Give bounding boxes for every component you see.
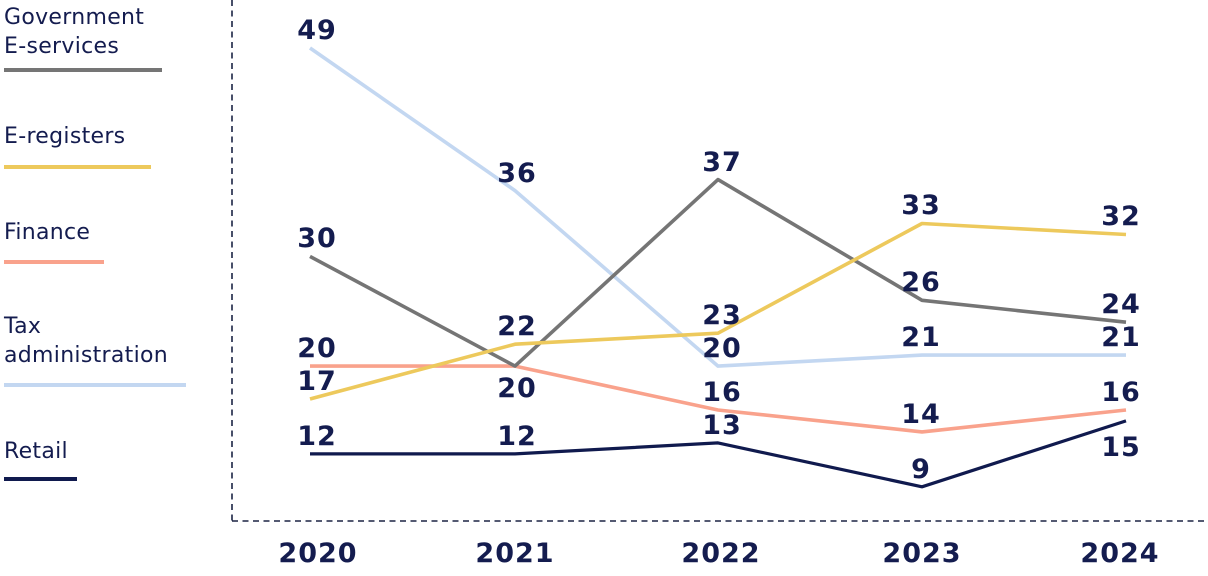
legend-label: Tax [4, 314, 42, 339]
legend-swatch-e-registers [4, 165, 151, 169]
legend-label: administration [4, 343, 169, 368]
legend-label: E-services [4, 34, 120, 59]
legend-label: Retail [4, 439, 68, 464]
series-line-e-registers [309, 221, 1127, 401]
legend-item-government-e-services: Government E-services [4, 3, 144, 61]
legend-label: Finance [4, 220, 91, 245]
legend-item-retail: Retail [4, 437, 68, 466]
legend-item-e-registers: E-registers [4, 122, 125, 151]
legend-swatch-tax-administration [4, 383, 186, 387]
legend-item-tax-administration: Tax administration [4, 312, 168, 370]
legend-label: E-registers [4, 124, 126, 149]
legend-label: Government [4, 5, 145, 30]
series-line-finance [310, 364, 1127, 434]
legend-item-finance: Finance [4, 218, 90, 247]
legend-swatch-government-e-services [4, 68, 162, 72]
legend-swatch-retail [4, 477, 77, 481]
series-line-tax-administration [308, 46, 1126, 368]
series-line-retail [310, 419, 1127, 489]
series-line-government-e-services [309, 177, 1127, 368]
legend-swatch-finance [4, 260, 104, 264]
chart-legend: Government E-services E-registers Finance Ta… [4, 0, 224, 576]
